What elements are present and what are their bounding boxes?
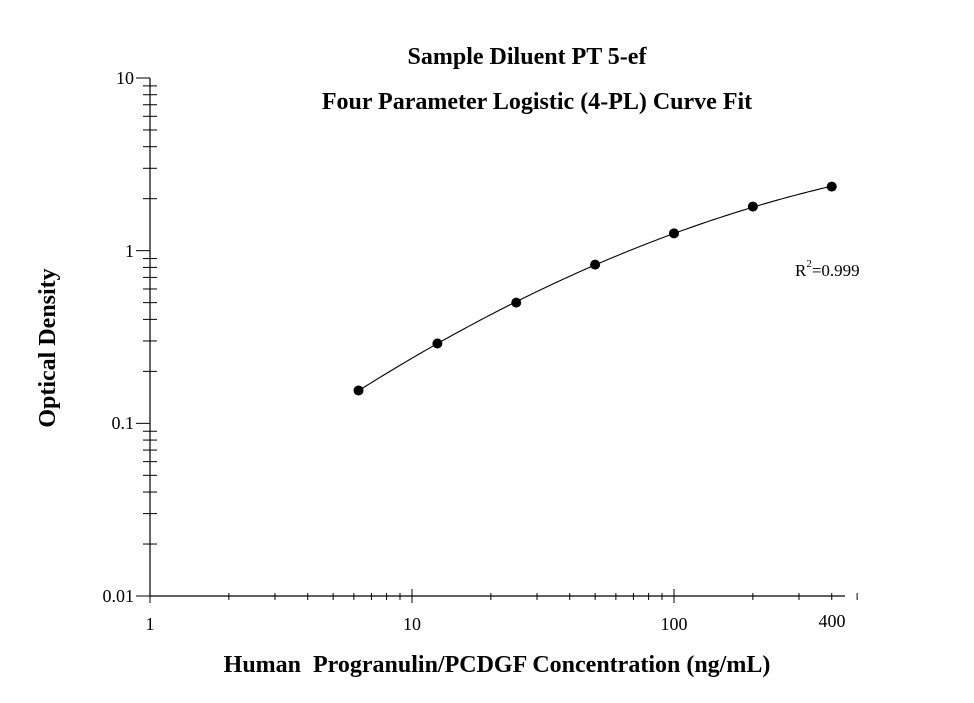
data-point xyxy=(511,297,522,308)
x-axis-title: Human Progranulin/PCDGF Concentration (n… xyxy=(224,652,771,678)
chart-subtitle: Four Parameter Logistic (4-PL) Curve Fit xyxy=(322,89,752,115)
y-tick-label: 10 xyxy=(116,68,134,88)
y-tick-label: 0.01 xyxy=(103,586,135,606)
data-point xyxy=(432,338,443,349)
fit-curve xyxy=(358,185,832,392)
y-tick-label: 1 xyxy=(125,241,134,261)
x-tick-label: 10 xyxy=(403,614,421,634)
y-axis-title: Optical Density xyxy=(35,268,61,427)
chart-title: Sample Diluent PT 5-ef xyxy=(408,44,648,70)
y-major-ticks xyxy=(136,77,150,597)
y-tick-labels: 0.01 0.1 1 10 xyxy=(103,68,135,606)
r-squared-value: =0.999 xyxy=(812,261,860,280)
r-squared-base: R xyxy=(795,261,807,280)
x-minor-ticks xyxy=(228,593,858,600)
x-tick-label: 1 xyxy=(146,614,155,634)
x-tick-label: 400 xyxy=(819,611,846,631)
data-point xyxy=(747,201,758,212)
r-squared-annotation: R2=0.999 xyxy=(795,258,860,280)
y-minor-ticks xyxy=(143,85,157,545)
y-tick-label: 0.1 xyxy=(112,413,135,433)
data-point xyxy=(590,259,601,270)
data-point xyxy=(353,385,364,396)
data-point xyxy=(826,181,837,192)
data-points xyxy=(353,181,837,396)
data-point xyxy=(669,228,679,239)
x-tick-labels: 1 10 100 400 xyxy=(146,611,846,634)
x-tick-label: 100 xyxy=(661,614,688,634)
r-squared-superscript: 2 xyxy=(806,258,812,270)
x-major-ticks xyxy=(149,589,675,603)
axes xyxy=(136,77,858,603)
